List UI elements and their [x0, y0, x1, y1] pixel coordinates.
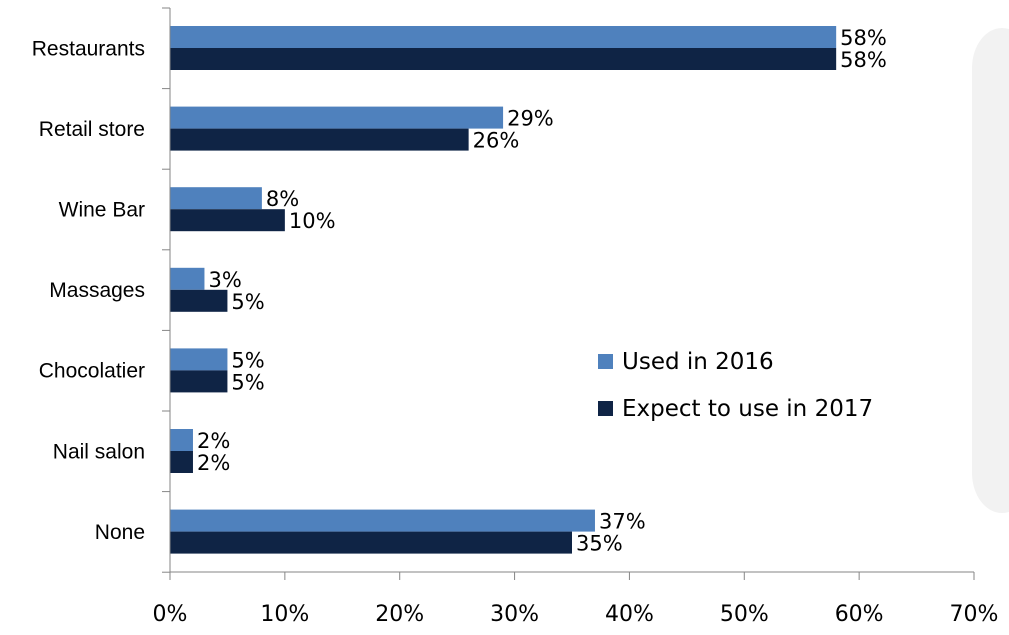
bar: [170, 509, 595, 532]
category-label: None: [95, 521, 145, 544]
data-label: 5%: [231, 290, 264, 314]
axes-group: [162, 7, 975, 580]
data-label: 26%: [473, 129, 520, 153]
data-label: 3%: [208, 268, 241, 292]
data-label: 29%: [507, 107, 554, 131]
bar: [170, 48, 837, 70]
legend-label: Expect to use in 2017: [622, 396, 873, 422]
legend: Used in 2016 Expect to use in 2017: [598, 349, 873, 422]
data-label: 5%: [231, 370, 264, 394]
x-tick-label: 30%: [490, 602, 539, 627]
bar: [170, 348, 228, 371]
bar: [170, 429, 193, 451]
data-label: 58%: [840, 26, 887, 50]
x-tick-label: 60%: [835, 602, 884, 627]
bar: [170, 106, 504, 129]
category-labels-group: Restaurants Retail store Wine Bar Massages C…: [32, 37, 145, 544]
category-label: Nail salon: [53, 440, 145, 463]
category-label: Retail store: [39, 118, 145, 141]
bar: [170, 209, 285, 232]
x-tick-label: 70%: [950, 602, 999, 627]
bar: [170, 531, 572, 554]
x-tick-label: 20%: [375, 602, 424, 627]
x-tick-label: 0%: [153, 602, 188, 627]
legend-label: Used in 2016: [622, 349, 774, 375]
category-label: Wine Bar: [59, 199, 145, 222]
data-label: 5%: [231, 348, 264, 372]
x-tick-label: 50%: [720, 602, 769, 627]
bar: [170, 26, 837, 48]
data-label: 10%: [289, 209, 336, 233]
data-label: 8%: [266, 187, 299, 211]
data-label: 58%: [840, 48, 887, 72]
data-label: 2%: [197, 451, 230, 475]
category-label: Restaurants: [32, 37, 145, 60]
side-panel: [972, 28, 1009, 513]
bar: [170, 128, 469, 151]
bar: [170, 370, 228, 393]
category-label: Chocolatier: [39, 360, 145, 383]
bar: [170, 267, 205, 290]
bars-group: [170, 26, 837, 554]
category-label: Massages: [49, 279, 145, 302]
bar: [170, 451, 193, 473]
tick-labels-group: 0% 10% 20% 30% 40% 50% 60% 70%: [153, 602, 999, 627]
x-tick-label: 40%: [605, 602, 654, 627]
bar: [170, 187, 262, 210]
data-label: 37%: [599, 510, 646, 534]
legend-swatch: [598, 401, 613, 416]
legend-swatch: [598, 354, 613, 369]
data-label: 2%: [197, 429, 230, 453]
x-tick-label: 10%: [260, 602, 309, 627]
data-labels-group: 58%58%29%26%8%10%3%5%5%5%2%2%37%35%: [197, 26, 887, 556]
bar: [170, 289, 228, 312]
data-label: 35%: [576, 532, 623, 556]
